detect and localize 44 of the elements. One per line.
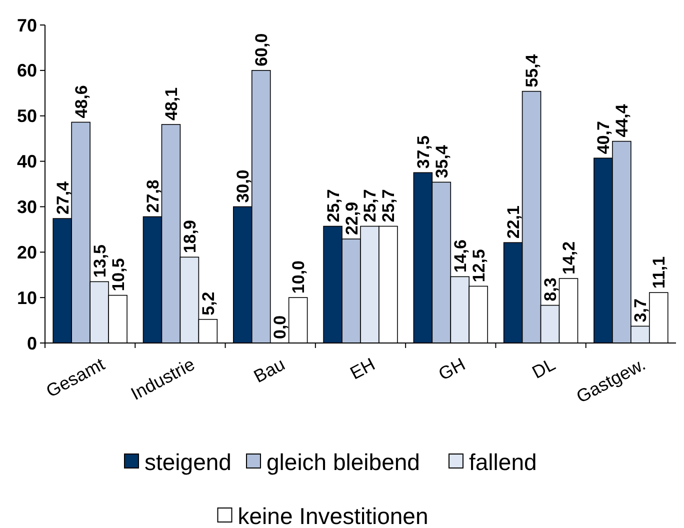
data-label: 22,1 <box>504 206 524 239</box>
data-label: 30,0 <box>234 170 253 203</box>
data-label: 25,7 <box>379 189 398 222</box>
data-label: 35,4 <box>432 144 452 178</box>
legend-label: fallend <box>469 449 537 476</box>
data-label: 44,4 <box>612 104 632 138</box>
x-tick-label: EH <box>346 354 378 384</box>
legend-label: keine Investitionen <box>238 503 428 528</box>
y-tick-label: 70 <box>16 15 37 36</box>
data-label: 48,6 <box>72 85 91 118</box>
x-tick-label: GH <box>435 354 468 384</box>
data-label: 18,9 <box>180 220 200 254</box>
data-label: 27,8 <box>143 180 162 213</box>
y-tick-label: 10 <box>16 288 37 308</box>
data-label: 60,0 <box>252 33 272 66</box>
x-tick-label: DL <box>528 354 559 382</box>
data-label: 10,5 <box>108 258 128 292</box>
data-label: 13,5 <box>90 244 110 278</box>
data-label: 8,3 <box>541 278 560 302</box>
data-label: 12,5 <box>469 249 488 282</box>
data-label: 22,9 <box>342 202 362 235</box>
data-label: 25,7 <box>360 189 380 222</box>
data-label: 14,6 <box>450 240 470 273</box>
y-tick-label: 0 <box>26 333 37 354</box>
data-label: 3,7 <box>631 298 650 322</box>
x-tick-label: Bau <box>250 354 288 387</box>
data-label: 11,1 <box>650 256 669 289</box>
data-label: 37,5 <box>414 136 433 169</box>
data-label: 48,1 <box>162 87 181 120</box>
data-label: 10,0 <box>289 260 308 294</box>
data-label: 14,2 <box>560 241 579 274</box>
y-tick-label: 30 <box>16 197 37 218</box>
data-label: 27,4 <box>53 180 72 215</box>
data-label: 0,0 <box>270 315 290 339</box>
y-tick-label: 20 <box>16 242 37 262</box>
data-label: 5,2 <box>198 292 218 316</box>
data-label: 25,7 <box>324 189 343 222</box>
y-tick-label: 50 <box>16 106 37 126</box>
y-tick-label: 60 <box>16 60 37 81</box>
data-label: 55,4 <box>522 54 542 88</box>
legend-label: steigend <box>144 449 232 476</box>
legend-label: gleich bleibend <box>266 449 420 476</box>
data-label: 40,7 <box>594 121 614 154</box>
y-tick-label: 40 <box>16 152 37 172</box>
